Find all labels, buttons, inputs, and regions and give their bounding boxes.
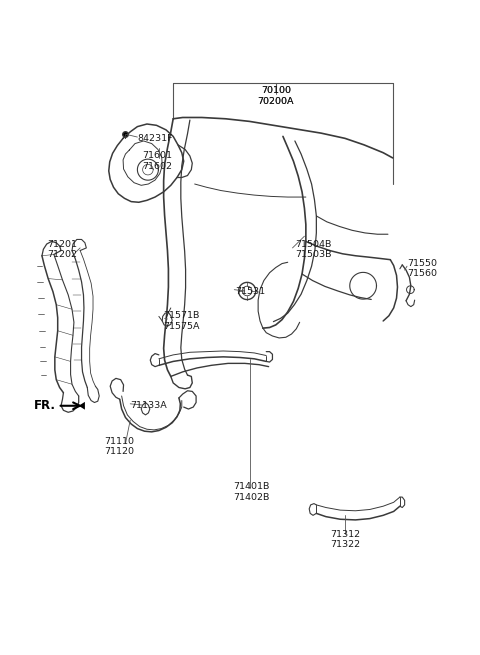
Text: 84231F: 84231F: [137, 134, 173, 143]
Text: 71110
71120: 71110 71120: [104, 436, 134, 456]
Text: FR.: FR.: [34, 400, 56, 412]
Text: 71571B
71575A: 71571B 71575A: [164, 311, 200, 331]
Text: 71312
71322: 71312 71322: [331, 530, 361, 549]
Text: 71601
71602: 71601 71602: [142, 151, 172, 171]
Text: 71550
71560: 71550 71560: [407, 259, 437, 278]
Polygon shape: [79, 402, 85, 409]
Text: 70100
70200A: 70100 70200A: [258, 86, 294, 105]
Text: 71504B
71503B: 71504B 71503B: [295, 240, 331, 259]
Text: 71401B
71402B: 71401B 71402B: [233, 482, 269, 502]
Text: 71201
71202: 71201 71202: [47, 240, 77, 259]
Text: 70100
70200A: 70100 70200A: [258, 86, 294, 105]
Text: 71133A: 71133A: [130, 402, 167, 410]
Text: 71531: 71531: [235, 287, 265, 296]
